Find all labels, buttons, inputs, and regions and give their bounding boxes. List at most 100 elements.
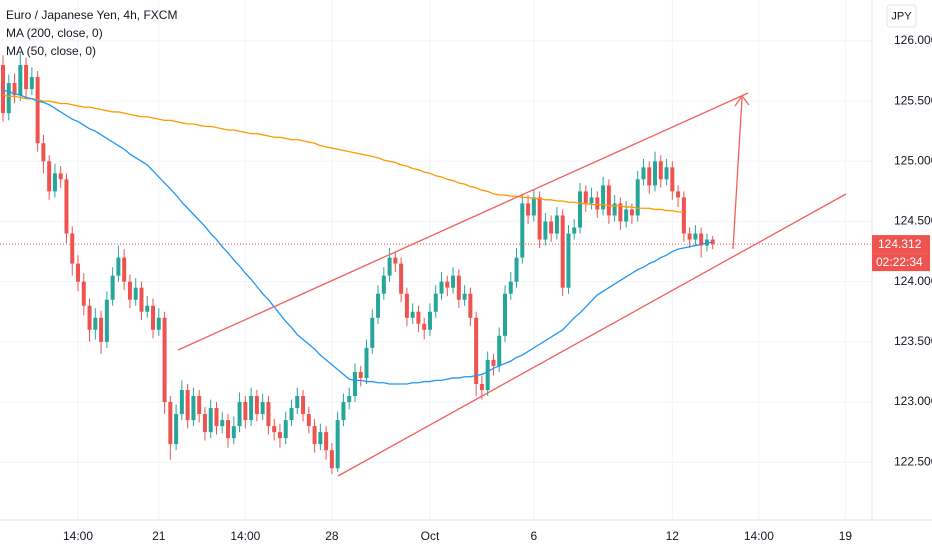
candle-body bbox=[24, 65, 29, 90]
candle-body bbox=[641, 167, 646, 180]
candle-body bbox=[329, 450, 334, 469]
candle-body bbox=[468, 293, 473, 318]
candle-body bbox=[578, 191, 582, 228]
candle-body bbox=[145, 305, 150, 312]
candle-body bbox=[456, 275, 461, 300]
candle-body bbox=[168, 402, 173, 445]
candle-body bbox=[226, 420, 231, 439]
x-tick-label: 28 bbox=[325, 529, 339, 543]
candle-body bbox=[277, 432, 282, 439]
y-tick-label: 124.500 bbox=[894, 214, 932, 228]
x-tick-label: 14:00 bbox=[63, 529, 93, 543]
candle-body bbox=[358, 371, 363, 378]
currency-button[interactable] bbox=[886, 4, 917, 28]
candle-body bbox=[179, 390, 184, 415]
candle-body bbox=[64, 179, 69, 234]
marks-layer bbox=[0, 52, 872, 475]
x-tick-label: 21 bbox=[152, 529, 166, 543]
candle-body bbox=[231, 426, 236, 439]
candle-body bbox=[491, 359, 496, 366]
y-tick-label: 122.500 bbox=[894, 454, 932, 468]
axis-layer: 122.500 123.000 123.500 124.000 124.500 125.0… bbox=[63, 33, 932, 543]
candle-body bbox=[549, 221, 554, 234]
candle-body bbox=[185, 390, 190, 421]
legend-entry: MA (200, close, 0) bbox=[6, 26, 103, 40]
candle-body bbox=[635, 179, 640, 216]
candle-body bbox=[514, 257, 519, 282]
ma-line bbox=[2, 89, 713, 385]
candle-body bbox=[647, 167, 652, 186]
candle-body bbox=[122, 257, 127, 282]
candle-body bbox=[47, 161, 52, 192]
candle-body bbox=[543, 221, 548, 240]
candle-body bbox=[139, 287, 144, 312]
candle-body bbox=[612, 203, 617, 216]
currency-label[interactable]: JPY bbox=[891, 10, 912, 22]
candle-body bbox=[133, 287, 138, 300]
candle-body bbox=[312, 426, 317, 445]
legend-entry: MA (50, close, 0) bbox=[6, 44, 96, 58]
candle-body bbox=[520, 203, 525, 258]
candle-body bbox=[76, 263, 81, 282]
x-tick-label: 12 bbox=[666, 529, 680, 543]
candle-body bbox=[110, 275, 115, 300]
candle-body bbox=[347, 396, 352, 403]
trend-line bbox=[177, 92, 749, 351]
candle-body bbox=[1, 65, 5, 114]
candle-body bbox=[306, 414, 311, 427]
candle-body bbox=[6, 83, 11, 114]
candle-body bbox=[318, 432, 323, 445]
candle-body bbox=[29, 77, 34, 90]
candle-body bbox=[502, 293, 507, 336]
candle-body bbox=[601, 185, 606, 210]
candle-body bbox=[249, 396, 254, 421]
candle-body bbox=[324, 432, 329, 451]
y-tick-label: 123.500 bbox=[894, 334, 932, 348]
candle-body bbox=[381, 275, 386, 294]
countdown-box bbox=[872, 253, 930, 272]
x-tick-label: Oct bbox=[421, 529, 440, 543]
candle-body bbox=[162, 317, 167, 403]
candle-body bbox=[81, 281, 86, 306]
candle-body bbox=[335, 420, 340, 469]
candle-body bbox=[12, 83, 17, 96]
candle-body bbox=[658, 161, 663, 180]
candle-body bbox=[243, 402, 248, 421]
candle-body bbox=[566, 233, 571, 288]
candle-body bbox=[208, 408, 213, 433]
candle-body bbox=[451, 275, 456, 288]
candle-body bbox=[289, 408, 294, 421]
candle-body bbox=[341, 402, 346, 421]
candle-body bbox=[560, 215, 565, 288]
candle-body bbox=[624, 209, 629, 222]
candle-body bbox=[653, 161, 658, 186]
candle-body bbox=[104, 299, 109, 342]
candle-body bbox=[399, 263, 404, 294]
candle-body bbox=[531, 197, 536, 216]
candle-body bbox=[370, 317, 375, 348]
candle-body bbox=[52, 173, 57, 192]
ma-line bbox=[2, 94, 684, 213]
candle-body bbox=[191, 396, 196, 421]
y-tick-label: 126.000 bbox=[894, 33, 932, 47]
candle-body bbox=[693, 233, 698, 240]
candle-body bbox=[710, 239, 715, 245]
candle-body bbox=[220, 420, 225, 427]
trend-line bbox=[337, 193, 847, 477]
candle-body bbox=[422, 323, 427, 330]
candle-body bbox=[485, 359, 490, 390]
candle-body bbox=[618, 203, 623, 222]
candle-body bbox=[295, 396, 300, 409]
candle-body bbox=[116, 257, 121, 276]
candle-body bbox=[237, 402, 242, 427]
candle-body bbox=[301, 396, 306, 415]
candle-body bbox=[202, 414, 207, 433]
candle-body bbox=[156, 317, 161, 330]
candle-body bbox=[479, 383, 484, 390]
candle-body bbox=[35, 77, 40, 144]
candle-body bbox=[364, 347, 369, 378]
chart-title: Euro / Japanese Yen, 4h, FXCM bbox=[6, 8, 177, 22]
last-price-label: 124.312 bbox=[878, 237, 922, 251]
candle-body bbox=[497, 335, 502, 366]
